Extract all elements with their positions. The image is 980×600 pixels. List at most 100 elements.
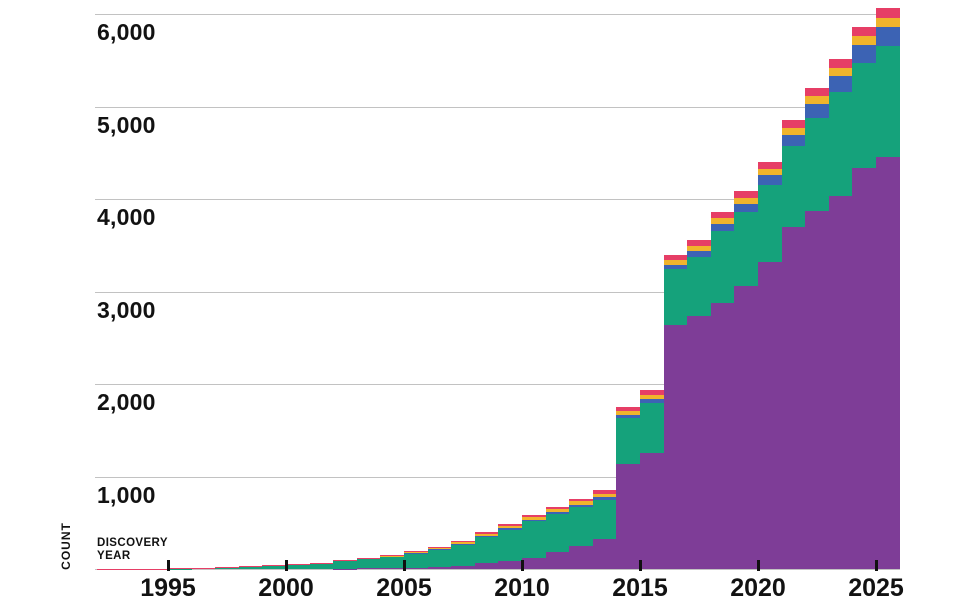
bar-segment-pink	[569, 498, 594, 502]
bar-segment-yellow	[734, 197, 759, 204]
bar-segment-pink	[356, 557, 381, 559]
bar-segment-purple	[451, 565, 476, 569]
bar-segment-purple	[828, 195, 853, 569]
bar-segment-blue	[710, 223, 735, 231]
bar-segment-green	[522, 521, 546, 559]
bar-segment-pink	[474, 532, 499, 534]
bar-segment-blue	[828, 75, 853, 93]
x-tick-mark	[756, 560, 760, 571]
bar-segment-pink	[758, 161, 782, 169]
bar-segment-yellow	[404, 552, 428, 553]
bar-segment-green	[616, 417, 641, 464]
bar-segment-pink	[427, 547, 452, 549]
x-axis-title-line2: YEAR	[97, 550, 131, 562]
bar-segment-pink	[781, 120, 806, 128]
bar-segment-blue	[474, 535, 499, 537]
bar-segment-green	[380, 556, 405, 569]
bar-segment-blue	[616, 414, 641, 418]
bar-segment-green	[427, 549, 452, 568]
bar-segment-green	[191, 567, 216, 569]
bar-segment-blue	[522, 519, 546, 522]
bar-segment-green	[876, 46, 900, 158]
bar-segment-yellow	[758, 168, 782, 176]
bar-segment-green	[663, 269, 688, 325]
bar-segment-blue	[498, 528, 523, 530]
bar-segment-yellow	[876, 17, 900, 27]
bar-segment-blue	[640, 399, 664, 403]
bar-segment-pink	[734, 190, 759, 198]
bar-segment-yellow	[451, 542, 476, 544]
bar-segment-purple	[876, 157, 900, 569]
bar-segment-green	[852, 62, 877, 168]
gridline	[95, 106, 900, 108]
x-axis-title-line1: DISCOVERY	[97, 537, 168, 549]
bar-segment-blue	[451, 543, 476, 545]
bar-segment-blue	[852, 44, 877, 63]
x-tick-label: 2005	[376, 574, 432, 600]
bar-segment-pink	[640, 390, 664, 396]
bar-segment-purple	[569, 545, 594, 569]
x-tick-label: 2025	[848, 574, 904, 600]
bar-segment-blue	[592, 497, 617, 500]
bar-segment-blue	[663, 264, 688, 270]
bar-segment-pink	[309, 562, 334, 564]
bar-segment-blue	[734, 203, 759, 212]
bar-segment-green	[545, 513, 570, 552]
bar-segment-purple	[474, 563, 499, 569]
bar-segment-pink	[592, 490, 617, 494]
bar-segment-purple	[616, 464, 641, 569]
x-tick-mark	[402, 560, 406, 571]
bar-segment-yellow	[781, 127, 806, 135]
x-tick-mark	[874, 560, 878, 571]
bar-segment-pink	[616, 406, 641, 412]
bar-segment-purple	[663, 324, 688, 569]
bar-segment-purple	[545, 551, 570, 569]
bar-segment-blue	[876, 26, 900, 47]
bar-segment-green	[805, 117, 830, 211]
bar-segment-yellow	[522, 516, 546, 520]
bar-segment-purple	[734, 285, 759, 569]
bar-segment-blue	[805, 103, 830, 118]
gridline	[95, 476, 900, 478]
x-axis-baseline	[95, 569, 900, 570]
bar-segment-yellow	[498, 525, 523, 529]
bar-segment-purple	[404, 567, 428, 569]
bar-segment-purple	[356, 568, 381, 569]
bar-segment-green	[592, 499, 617, 540]
bar-segment-pink	[333, 560, 358, 562]
x-tick-mark	[284, 560, 288, 571]
bar-segment-pink	[687, 240, 712, 247]
bar-segment-pink	[498, 524, 523, 526]
x-tick-label: 2020	[730, 574, 786, 600]
bar-segment-green	[404, 553, 428, 568]
bar-segment-blue	[545, 512, 570, 514]
bar-segment-purple	[710, 303, 735, 569]
x-tick-label: 1995	[140, 574, 196, 600]
y-tick-label: 4,000	[97, 204, 156, 230]
bar-segment-pink	[380, 554, 405, 556]
bar-segment-pink	[451, 541, 476, 543]
bar-segment-yellow	[474, 533, 499, 536]
bar-segment-pink	[876, 8, 900, 18]
y-tick-label: 1,000	[97, 481, 156, 508]
bar-segment-yellow	[616, 411, 641, 415]
bar-segment-blue	[427, 549, 452, 550]
bar-segment-purple	[781, 226, 806, 569]
bar-segment-pink	[663, 254, 688, 261]
bar-segment-yellow	[640, 395, 664, 400]
bar-segment-yellow	[687, 246, 712, 252]
x-tick-mark	[520, 560, 524, 571]
gridline	[95, 14, 900, 15]
bar-segment-blue	[758, 175, 782, 186]
x-tick-label: 2000	[258, 574, 314, 600]
bar-segment-yellow	[545, 508, 570, 513]
bar-segment-green	[286, 564, 310, 569]
y-tick-label: 3,000	[97, 296, 156, 323]
x-tick-label: 2010	[494, 574, 550, 600]
bar-segment-green	[474, 536, 499, 564]
bar-segment-purple	[522, 558, 546, 569]
bar-segment-purple	[427, 567, 452, 569]
bar-segment-green	[356, 558, 381, 569]
x-tick-mark	[638, 560, 642, 571]
